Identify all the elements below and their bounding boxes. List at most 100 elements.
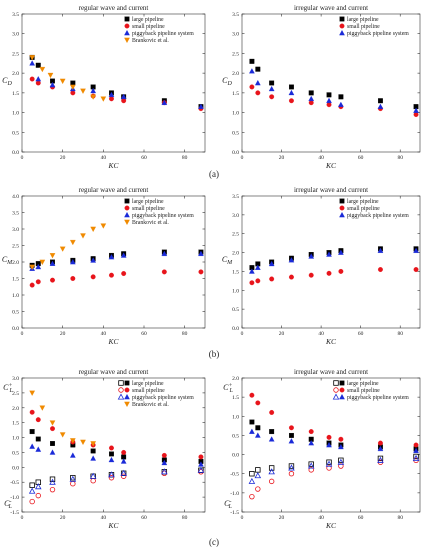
data-point-series-4 (255, 467, 261, 473)
data-point-series-2 (109, 96, 114, 102)
data-point-series-4 (49, 420, 56, 426)
data-point-series-2 (249, 392, 255, 398)
data-point-series-2 (35, 279, 41, 285)
data-point-series-6 (337, 458, 345, 465)
x-tick-label: 0 (21, 155, 24, 161)
data-point-series-2 (198, 454, 204, 460)
data-point-series-2 (255, 400, 261, 406)
x-tick-label: 80 (182, 331, 188, 337)
y-tick-label: 3.0 (232, 32, 239, 38)
legend-label: small pipeline (347, 24, 380, 30)
chart-title: irregular wave and current (294, 186, 368, 194)
y-tick-label: 3.5 (232, 194, 239, 200)
data-point-series-4 (69, 84, 76, 90)
legend-label: small pipeline (132, 388, 165, 394)
legend-marker (124, 380, 130, 386)
y-tick-label: 0.0 (232, 326, 239, 332)
data-point-series-6 (254, 472, 262, 479)
x-tick-label: 0 (241, 155, 244, 161)
chart-panel-1: regular wave and current 0.0 0.5 1.0 1.5 2.0 2… (2, 4, 206, 170)
data-point-series-3 (90, 257, 97, 263)
data-point-series-5 (268, 478, 275, 485)
data-point-series-4 (80, 88, 86, 94)
plot-frame (241, 195, 421, 329)
data-point-series-3 (413, 247, 419, 253)
legend-label: piggyback pipeline system (132, 395, 194, 401)
data-point-series-3 (308, 440, 315, 446)
data-point-series-3 (108, 91, 115, 98)
data-point-series-3 (49, 449, 56, 455)
data-point-series-2 (255, 90, 261, 96)
data-point-series-4 (59, 432, 66, 438)
data-point-series-3 (326, 251, 332, 257)
data-point-series-5 (326, 465, 332, 471)
y-tick-label: 1.0 (12, 293, 19, 299)
data-point-series-7 (34, 483, 42, 490)
legend-label: large pipeline (132, 199, 164, 205)
y-tick-label: 3.0 (12, 32, 19, 38)
y-axis-label: C+ L (3, 383, 13, 394)
data-point-series-7 (108, 471, 115, 478)
data-point-series-2 (109, 445, 114, 451)
x-tick-label: 20 (279, 515, 285, 521)
y-tick-label: -1.5 (10, 510, 19, 516)
data-point-series-2 (326, 270, 332, 276)
x-tick-label: 80 (397, 331, 403, 337)
x-tick-label: 60 (141, 515, 147, 521)
data-point-series-4 (59, 78, 66, 85)
chart-panel-5: regular wave and current -1.5 -1.0 -0.5 0.0 0… (3, 368, 206, 530)
data-point-series-6 (120, 473, 127, 479)
x-tick-label: 0 (241, 515, 244, 521)
data-point-series-1 (255, 66, 261, 72)
data-point-series-1 (377, 98, 383, 104)
legend-label: Brankovic et al. (132, 220, 169, 226)
y-tick-label: 3.5 (12, 12, 19, 18)
data-point-series-2 (35, 80, 41, 86)
data-point-series-2 (249, 84, 255, 90)
data-point-series-1 (326, 92, 332, 98)
data-point-series-1 (288, 432, 294, 438)
row-label-c: (c) (209, 537, 219, 547)
x-tick-label: 20 (279, 155, 285, 161)
data-point-series-2 (308, 272, 314, 278)
x-tick-label: 60 (358, 515, 364, 521)
x-tick-label: 20 (60, 515, 66, 521)
x-tick-label: 60 (358, 331, 364, 337)
x-tick-label: 40 (318, 331, 324, 337)
legend-label: small pipeline (132, 24, 165, 30)
y-axis-label: CM (222, 255, 233, 266)
data-point-series-4 (39, 405, 46, 411)
data-point-series-2 (308, 100, 314, 106)
legend-marker (124, 23, 130, 29)
chart-title: regular wave and current (79, 186, 149, 194)
data-point-series-3 (108, 456, 115, 463)
legend-marker-open (333, 387, 339, 393)
data-point-series-6 (29, 498, 35, 505)
data-point-series-3 (268, 260, 275, 267)
y-tick-label: 0.5 (232, 130, 239, 136)
data-point-series-2 (29, 282, 35, 288)
x-axis-label: KC (107, 521, 119, 530)
x-tick-label: 80 (397, 155, 403, 161)
data-point-series-3 (288, 89, 295, 96)
x-tick-label: 80 (182, 515, 188, 521)
x-axis-label: KC (107, 337, 119, 346)
legend-label: large pipeline (132, 17, 164, 23)
legend-marker-open (333, 380, 339, 386)
data-point-series-2 (377, 267, 383, 272)
data-point-series-2 (288, 425, 294, 431)
y-tick-label: 0.5 (12, 450, 19, 456)
data-point-series-3 (268, 85, 275, 92)
y-tick-label: -1.0 (10, 495, 19, 501)
data-point-series-4 (47, 72, 54, 79)
plot-frame (21, 13, 206, 153)
data-point-series-3 (413, 107, 419, 113)
x-tick-label: 40 (318, 515, 324, 521)
y-tick-label: 0.0 (232, 150, 239, 156)
data-point-series-2 (121, 98, 127, 104)
data-point-series-1 (269, 80, 275, 86)
data-point-series-2 (70, 90, 76, 96)
plot-frame (21, 377, 206, 513)
y-tick-label: 0.5 (12, 310, 19, 316)
data-point-series-3 (29, 60, 36, 66)
